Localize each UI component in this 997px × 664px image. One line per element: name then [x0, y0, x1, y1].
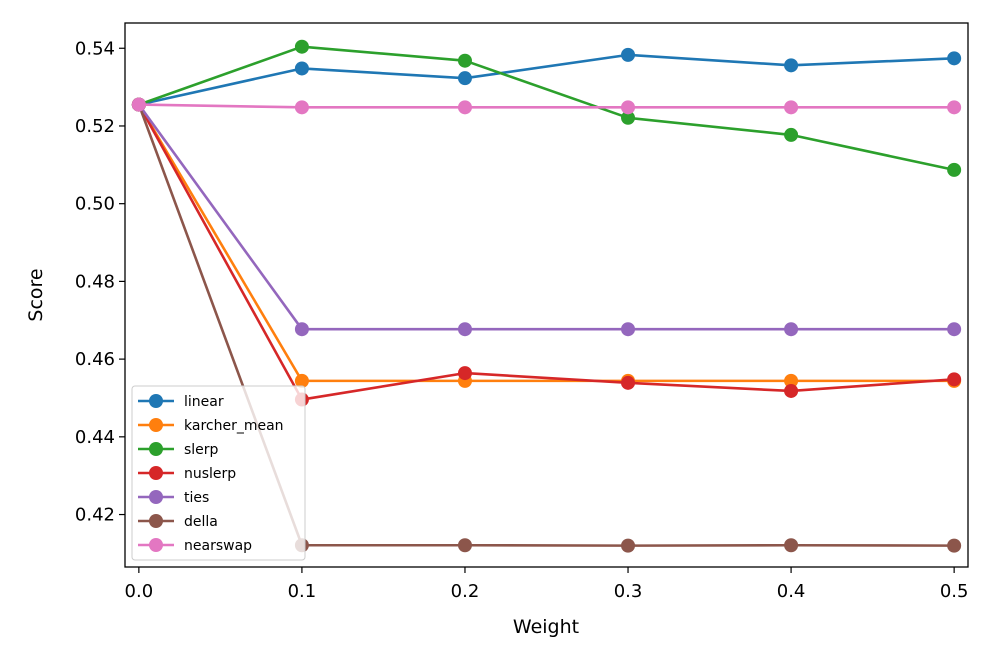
data-point-della	[947, 538, 962, 553]
data-point-ties	[294, 322, 309, 337]
data-point-nearswap	[457, 100, 472, 115]
data-point-nearswap	[131, 97, 146, 112]
data-point-nearswap	[947, 100, 962, 115]
legend-label: slerp	[184, 442, 219, 458]
data-point-nearswap	[621, 100, 636, 115]
legend-marker	[149, 490, 163, 504]
y-tick-label: 0.48	[75, 271, 115, 292]
legend-marker	[149, 538, 163, 552]
series-line-nuslerp	[137, 103, 956, 401]
data-point-ties	[457, 322, 472, 337]
legend-marker	[149, 466, 163, 480]
y-tick-label: 0.50	[75, 194, 115, 215]
data-point-della	[621, 538, 636, 553]
data-point-ties	[947, 322, 962, 337]
x-tick-label: 0.4	[777, 581, 806, 602]
series-line-karcher_mean	[137, 103, 956, 383]
data-point-linear	[457, 71, 472, 86]
y-tick-label: 0.42	[75, 505, 115, 526]
data-point-nuslerp	[457, 366, 472, 381]
legend-marker	[149, 514, 163, 528]
data-point-nearswap	[784, 100, 799, 115]
y-tick-label: 0.54	[75, 38, 115, 59]
y-tick-label: 0.46	[75, 349, 115, 370]
data-point-slerp	[947, 162, 962, 177]
data-point-ties	[621, 322, 636, 337]
x-tick-label: 0.5	[940, 581, 969, 602]
data-point-linear	[294, 61, 309, 76]
y-tick-label: 0.52	[75, 116, 115, 137]
legend-marker	[149, 394, 163, 408]
data-point-linear	[947, 51, 962, 66]
series-nearswap	[131, 97, 962, 115]
series-line-linear	[137, 53, 956, 106]
legend-label: karcher_mean	[184, 418, 284, 434]
data-point-della	[784, 538, 799, 553]
plot-frame	[124, 22, 969, 568]
legend-label: nuslerp	[184, 466, 236, 482]
data-point-karcher_mean	[294, 373, 309, 388]
y-tick-label: 0.44	[75, 427, 115, 448]
series-line-ties	[137, 103, 956, 331]
data-point-slerp	[457, 53, 472, 68]
data-point-della	[457, 538, 472, 553]
data-point-nuslerp	[621, 375, 636, 390]
data-point-slerp	[294, 39, 309, 54]
data-point-karcher_mean	[784, 373, 799, 388]
x-tick-label: 0.1	[288, 581, 317, 602]
data-point-linear	[621, 47, 636, 62]
legend-entry-linear: linear	[138, 394, 224, 410]
series-line-slerp	[137, 45, 956, 172]
legend-label: linear	[184, 394, 224, 410]
legend-entry-della: della	[138, 514, 218, 530]
legend-frame	[131, 385, 306, 561]
legend-label: ties	[184, 490, 209, 506]
legend-entry-karcher_mean: karcher_mean	[138, 418, 284, 434]
legend-entry-ties: ties	[138, 490, 209, 506]
legend-marker	[149, 418, 163, 432]
x-tick-label: 0.3	[614, 581, 643, 602]
data-point-linear	[784, 58, 799, 73]
legend-label: nearswap	[184, 538, 252, 554]
data-point-ties	[784, 322, 799, 337]
data-point-nuslerp	[947, 372, 962, 387]
data-point-slerp	[784, 127, 799, 142]
y-axis-title: Score	[25, 268, 47, 321]
legend-entry-nearswap: nearswap	[138, 538, 252, 554]
series-line-nearswap	[137, 103, 956, 109]
legend-label: della	[184, 514, 218, 530]
x-axis-title: Weight	[513, 616, 579, 638]
x-tick-label: 0.2	[451, 581, 480, 602]
axis-ticks: 0.0 0.1 0.2 0.3 0.4 0.5 0.42 0.44 0.46 0.48 0.50 0.…	[75, 38, 969, 602]
data-point-nuslerp	[784, 383, 799, 398]
x-tick-label: 0.0	[125, 581, 154, 602]
data-point-nearswap	[294, 100, 309, 115]
legend-entry-slerp: slerp	[138, 442, 219, 458]
data-point-slerp	[621, 110, 636, 125]
legend-marker	[149, 442, 163, 456]
legend-entry-nuslerp: nuslerp	[138, 466, 236, 482]
